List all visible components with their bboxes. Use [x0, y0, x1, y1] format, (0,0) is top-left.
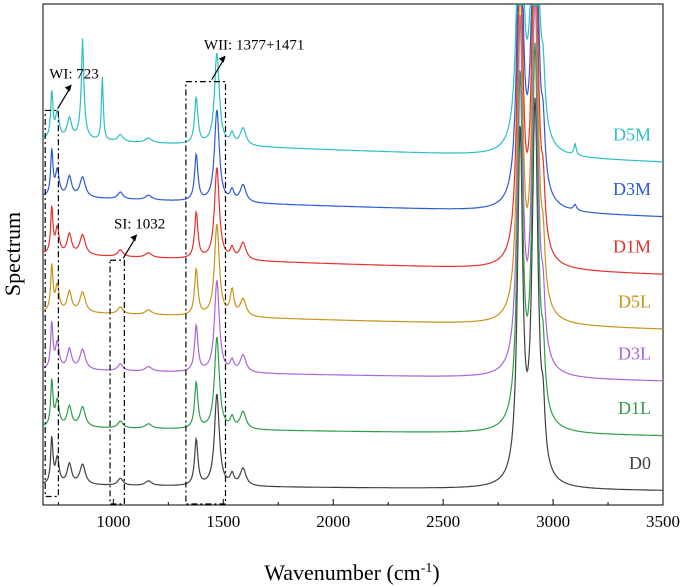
series-label-d3m: D3M — [613, 179, 651, 199]
annotation-label-0: WI: 723 — [49, 66, 99, 82]
annotation-box-2 — [185, 81, 227, 505]
series-line-d1m — [42, 4, 663, 275]
annotation-arrowhead-2 — [218, 55, 226, 63]
x-axis-title: Wavenumber (cm-1) — [264, 560, 439, 585]
series-line-d5m — [42, 4, 663, 163]
series-label-d3l: D3L — [618, 343, 651, 363]
x-axis: 1000 1500 2000 2500 3000 3500 — [57, 499, 680, 531]
series-layer — [42, 4, 664, 491]
x-tick-label: 1000 — [96, 512, 130, 531]
y-axis-title: Spectrum — [0, 212, 25, 296]
annotation-label-1: SI: 1032 — [114, 216, 165, 232]
series-label-d5m: D5M — [613, 124, 651, 144]
x-axis-title-sup: -1 — [421, 561, 433, 576]
x-axis-title-close: ) — [432, 560, 439, 585]
series-line-d1l — [42, 42, 664, 437]
series-line-d3l — [42, 4, 663, 382]
x-tick-label: 2000 — [316, 512, 350, 531]
annotation-label-2: WII: 1377+1471 — [204, 38, 305, 54]
x-axis-title-main: Wavenumber (cm — [264, 560, 420, 585]
series-line-d3m — [42, 4, 664, 218]
annotation-arrow-2 — [211, 59, 225, 80]
annotation-arrowhead-1 — [130, 234, 138, 242]
series-line-d5l — [42, 4, 663, 330]
series-line-d0 — [42, 97, 663, 491]
series-label-d1m: D1M — [613, 237, 651, 257]
annotation-layer: WI: 723 SI: 1032 WII: 1377+1471 — [44, 38, 305, 505]
x-tick-label: 1500 — [206, 512, 240, 531]
x-tick-label: 3500 — [646, 512, 680, 531]
series-label-d0: D0 — [629, 453, 651, 473]
annotation-box-0 — [44, 109, 59, 498]
x-tick-label: 2500 — [426, 512, 460, 531]
x-tick-label: 3000 — [536, 512, 570, 531]
annotation-arrow-1 — [122, 237, 136, 259]
series-label-d5l: D5L — [618, 291, 651, 311]
annotation-box-1 — [109, 259, 125, 505]
series-label-d1l: D1L — [618, 398, 651, 418]
annotation-arrow-0 — [57, 88, 71, 109]
annotation-arrowhead-0 — [64, 84, 72, 92]
series-labels: D0 D1L D3L D5L D1M D3M D5M — [613, 124, 651, 472]
